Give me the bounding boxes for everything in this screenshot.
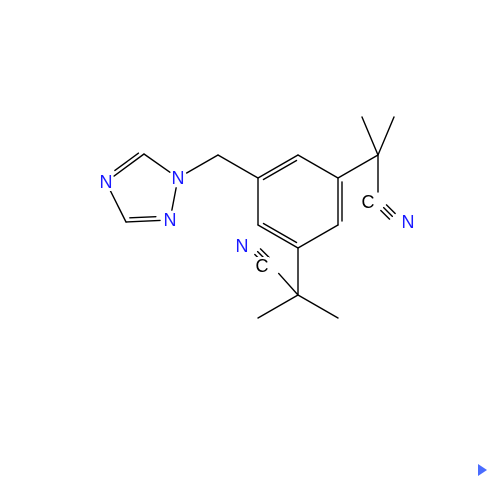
atom-label-tN3: N xyxy=(99,173,114,191)
atom-label-nA: N xyxy=(401,213,416,231)
atom-label-tN5: N xyxy=(163,211,178,229)
atom-label-cA: C xyxy=(361,193,376,211)
atom-label-nB: N xyxy=(235,237,250,255)
molecule-structure xyxy=(0,0,500,500)
atom-label-cB: C xyxy=(255,257,270,275)
atom-label-tN1: N xyxy=(171,169,186,187)
play-icon[interactable] xyxy=(478,464,487,476)
